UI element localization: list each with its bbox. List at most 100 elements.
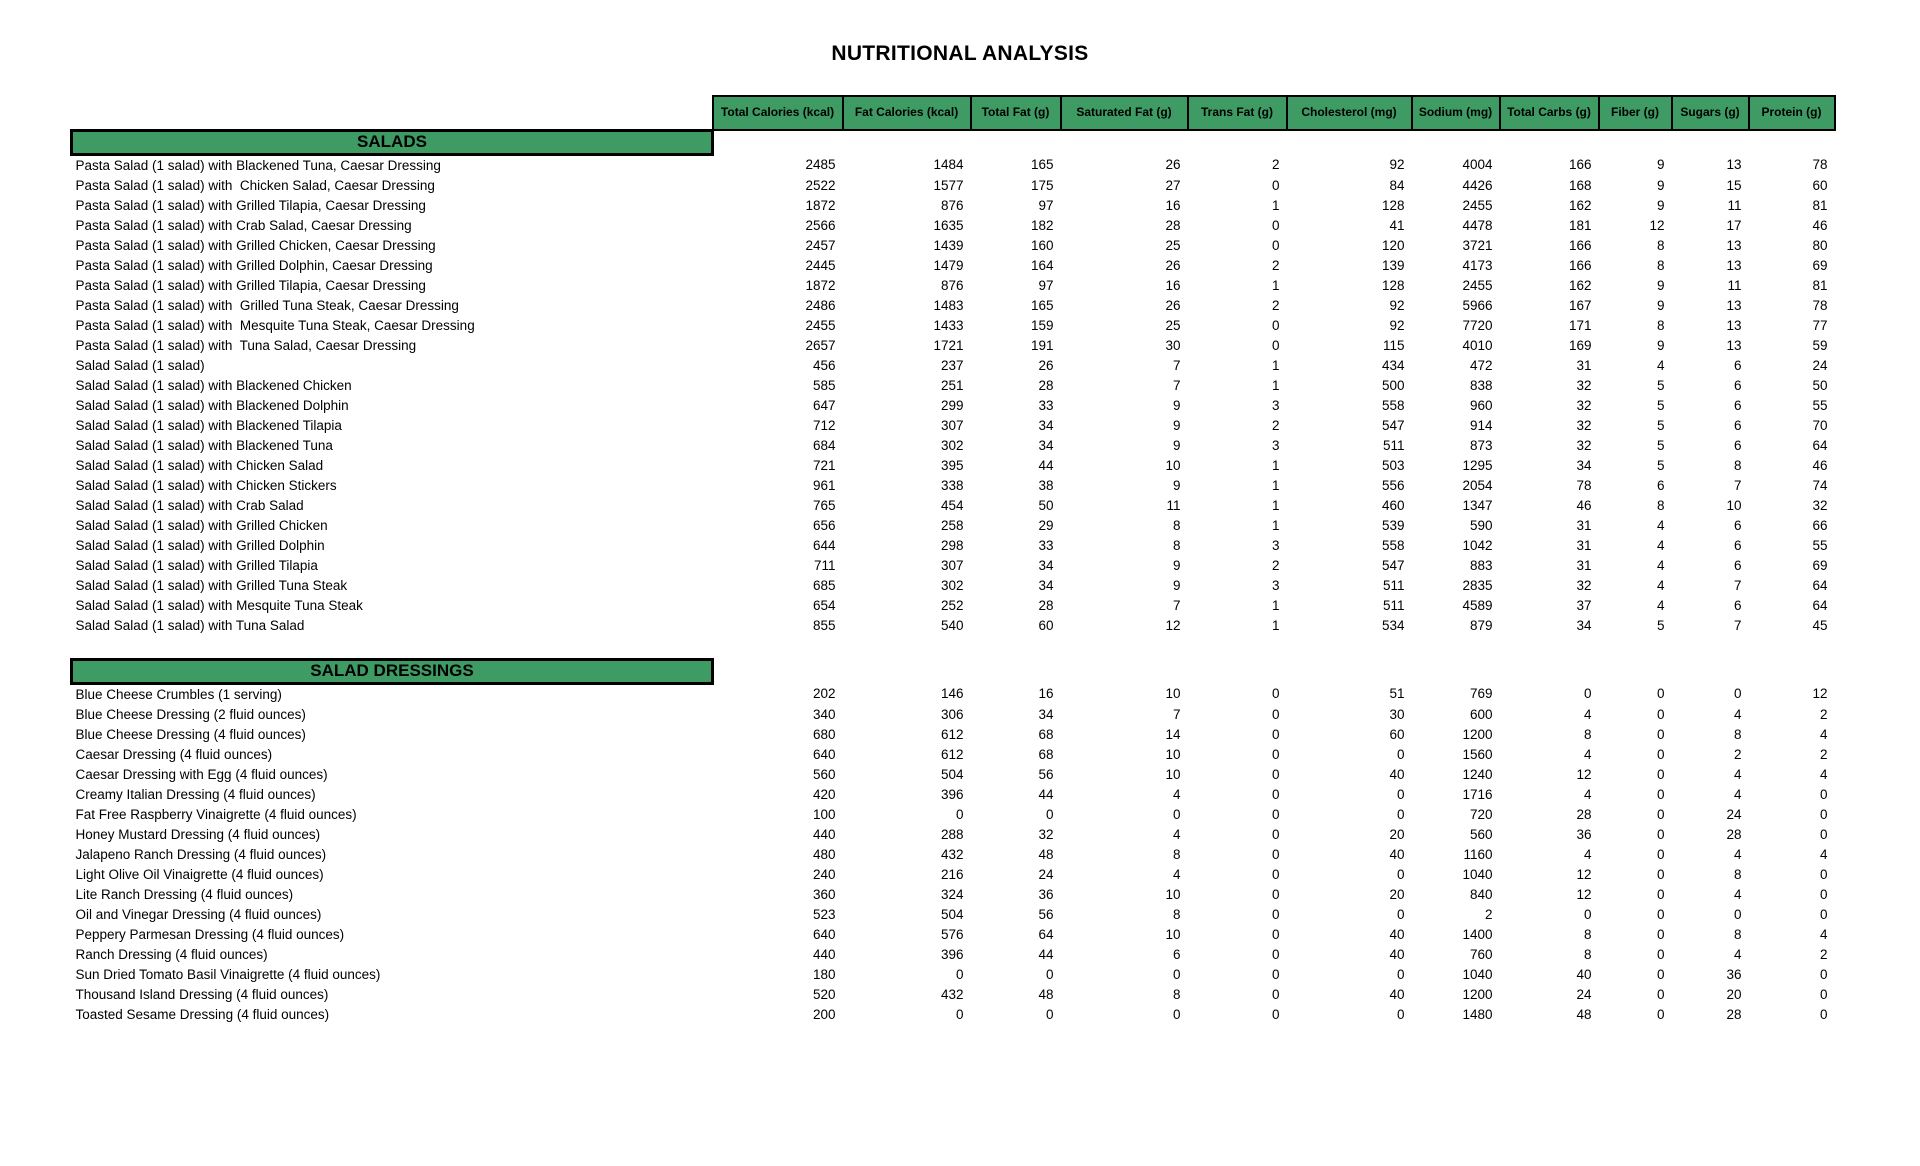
table-row: Salad Salad (1 salad) with Crab Salad 765… xyxy=(72,496,1835,516)
value-cell: 712 xyxy=(812,418,836,433)
value-cell: 139 xyxy=(1381,258,1405,273)
section-header: SALAD DRESSINGS xyxy=(70,657,714,685)
value-cell: 7 xyxy=(1733,618,1742,633)
value-cell: 2 xyxy=(1271,418,1280,433)
value-cell: 576 xyxy=(940,927,964,942)
value-cell: 456 xyxy=(812,358,836,373)
value-cell: 25 xyxy=(1165,238,1181,253)
value-cell: 81 xyxy=(1812,198,1828,213)
value-cell: 0 xyxy=(1396,747,1405,762)
value-cell: 81 xyxy=(1812,278,1828,293)
value-cell: 395 xyxy=(940,458,964,473)
value-cell: 4 xyxy=(1819,847,1828,862)
value-cell: 28 xyxy=(1726,1007,1742,1022)
value-cell: 0 xyxy=(1271,1007,1280,1022)
item-name-cell: Salad Salad (1 salad) with Crab Salad xyxy=(75,498,304,513)
value-cell: 472 xyxy=(1469,358,1493,373)
value-cell: 36 xyxy=(1038,887,1054,902)
value-cell: 2455 xyxy=(805,318,836,333)
table-row: Pasta Salad (1 salad) with Tuna Salad, C… xyxy=(72,336,1835,356)
value-cell: 560 xyxy=(812,767,836,782)
value-cell: 50 xyxy=(1812,378,1828,393)
value-cell: 9 xyxy=(1172,398,1181,413)
column-header-10: Sugars (g) xyxy=(1670,95,1750,131)
table-row: Pasta Salad (1 salad) with Grilled Chick… xyxy=(72,236,1835,256)
value-cell: 8 xyxy=(1172,847,1181,862)
value-cell: 100 xyxy=(812,807,836,822)
value-cell: 12 xyxy=(1576,887,1592,902)
value-cell: 44 xyxy=(1038,458,1054,473)
value-cell: 34 xyxy=(1576,458,1592,473)
value-cell: 4 xyxy=(1733,707,1742,722)
value-cell: 1439 xyxy=(933,238,964,253)
table-row: Oil and Vinegar Dressing (4 fluid ounces… xyxy=(72,905,1835,925)
value-cell: 36 xyxy=(1576,827,1592,842)
value-cell: 8 xyxy=(1583,947,1592,962)
item-name-cell: Caesar Dressing with Egg (4 fluid ounces… xyxy=(75,767,328,782)
value-cell: 0 xyxy=(1656,907,1665,922)
value-cell: 92 xyxy=(1389,318,1405,333)
table-row: Caesar Dressing (4 fluid ounces) 640 612 68… xyxy=(72,745,1835,765)
value-cell: 961 xyxy=(812,478,836,493)
value-cell: 20 xyxy=(1726,987,1742,1002)
column-header-8: Total Carbs (g) xyxy=(1498,95,1600,131)
value-cell: 34 xyxy=(1576,618,1592,633)
value-cell: 4 xyxy=(1656,538,1665,553)
value-cell: 10 xyxy=(1165,887,1181,902)
item-name-cell: Salad Salad (1 salad) with Blackened Tun… xyxy=(75,438,333,453)
item-name-cell: Salad Salad (1 salad) with Blackened Dol… xyxy=(75,398,349,413)
value-cell: 1 xyxy=(1271,458,1280,473)
table-row: Salad Salad (1 salad) with Blackened Tun… xyxy=(72,436,1835,456)
value-cell: 0 xyxy=(1656,1007,1665,1022)
item-name-cell: Salad Salad (1 salad) with Grilled Chick… xyxy=(75,518,328,533)
value-cell: 0 xyxy=(1271,827,1280,842)
value-cell: 8 xyxy=(1172,987,1181,1002)
value-cell: 13 xyxy=(1726,338,1742,353)
value-cell: 590 xyxy=(1469,518,1493,533)
value-cell: 6 xyxy=(1733,418,1742,433)
value-cell: 8 xyxy=(1656,318,1665,333)
value-cell: 0 xyxy=(1045,807,1054,822)
item-name-cell: Pasta Salad (1 salad) with Chicken Salad… xyxy=(75,178,435,193)
value-cell: 31 xyxy=(1576,558,1592,573)
value-cell: 1 xyxy=(1271,358,1280,373)
table-row: Blue Cheese Dressing (2 fluid ounces) 340… xyxy=(72,705,1835,725)
value-cell: 7 xyxy=(1172,707,1181,722)
value-cell: 504 xyxy=(940,907,964,922)
value-cell: 28 xyxy=(1726,827,1742,842)
item-name-cell: Salad Salad (1 salad) with Chicken Stick… xyxy=(75,478,337,493)
item-name-cell: Pasta Salad (1 salad) with Grilled Dolph… xyxy=(75,258,433,273)
value-cell: 2835 xyxy=(1462,578,1493,593)
table-row: Pasta Salad (1 salad) with Grilled Tilap… xyxy=(72,276,1835,296)
value-cell: 1 xyxy=(1271,278,1280,293)
value-cell: 41 xyxy=(1389,218,1405,233)
value-cell: 2 xyxy=(1819,947,1828,962)
value-cell: 31 xyxy=(1576,538,1592,553)
value-cell: 0 xyxy=(1819,987,1828,1002)
value-cell: 48 xyxy=(1038,987,1054,1002)
value-cell: 28 xyxy=(1038,378,1054,393)
value-cell: 24 xyxy=(1726,807,1742,822)
table-row: Pasta Salad (1 salad) with Crab Salad, C… xyxy=(72,216,1835,236)
value-cell: 60 xyxy=(1038,618,1054,633)
value-cell: 0 xyxy=(1656,967,1665,982)
value-cell: 166 xyxy=(1568,258,1592,273)
value-cell: 883 xyxy=(1469,558,1493,573)
value-cell: 6 xyxy=(1733,378,1742,393)
value-cell: 237 xyxy=(940,358,964,373)
value-cell: 2054 xyxy=(1462,478,1493,493)
value-cell: 8 xyxy=(1656,498,1665,513)
value-cell: 0 xyxy=(1656,987,1665,1002)
item-name-cell: Light Olive Oil Vinaigrette (4 fluid oun… xyxy=(75,867,324,882)
value-cell: 711 xyxy=(813,558,836,573)
value-cell: 160 xyxy=(1030,238,1054,253)
value-cell: 1042 xyxy=(1462,538,1493,553)
section-header-filler xyxy=(713,130,1835,154)
value-cell: 8 xyxy=(1172,907,1181,922)
value-cell: 1040 xyxy=(1462,867,1493,882)
value-cell: 556 xyxy=(1381,478,1405,493)
value-cell: 4 xyxy=(1583,707,1592,722)
value-cell: 34 xyxy=(1038,418,1054,433)
value-cell: 8 xyxy=(1733,867,1742,882)
value-cell: 69 xyxy=(1812,258,1828,273)
